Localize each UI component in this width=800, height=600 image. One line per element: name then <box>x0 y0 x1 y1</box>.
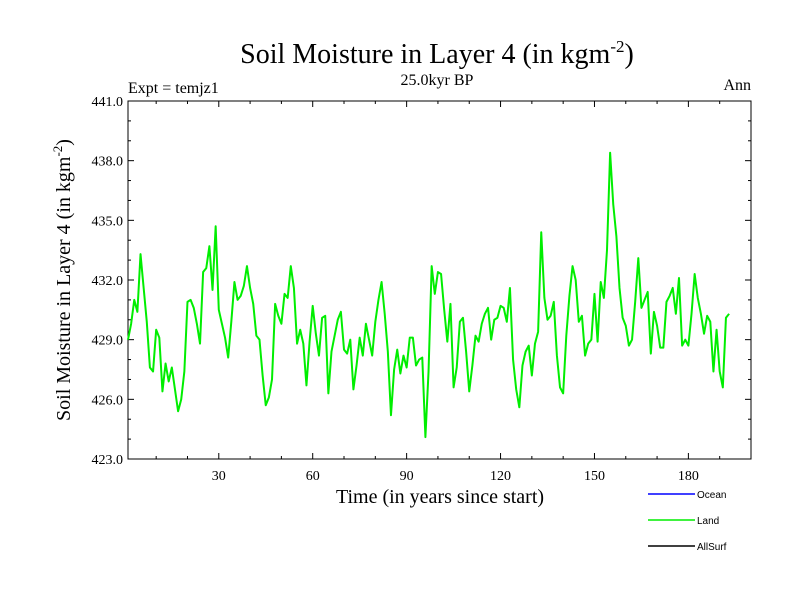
x-tick-label: 60 <box>306 469 320 484</box>
x-tick-label: 30 <box>212 469 226 484</box>
y-axis-label-superscript: -2 <box>50 146 65 157</box>
y-tick-label: 423.0 <box>92 453 124 468</box>
chart-title-superscript: -2 <box>610 37 624 56</box>
x-tick-label: 90 <box>400 469 414 484</box>
y-axis-label-main: Soil Moisture in Layer 4 (in kgm <box>53 156 75 421</box>
chart-title-main: Soil Moisture in Layer 4 (in kgm <box>240 39 610 70</box>
chart-title-close: ) <box>625 39 634 70</box>
x-axis-label: Time (in years since start) <box>336 486 544 508</box>
y-tick-label: 432.0 <box>92 274 124 289</box>
subtitle-right: Ann <box>723 77 751 94</box>
legend-label-ocean: Ocean <box>697 490 726 501</box>
x-tick-label: 180 <box>678 469 699 484</box>
x-tick-label: 150 <box>584 469 605 484</box>
series-line-land <box>127 151 730 439</box>
x-tick-label: 120 <box>490 469 511 484</box>
y-tick-label: 441.0 <box>92 95 124 110</box>
y-axis-label-close: ) <box>53 139 75 146</box>
x-axis-ticks: 30 60 90 120 150 180 <box>155 101 721 484</box>
legend: Ocean Land AllSurf <box>648 490 727 553</box>
subtitle-center: 25.0kyr BP <box>401 72 474 89</box>
subtitle-left: Expt = temjz1 <box>128 80 219 97</box>
plot-frame <box>127 100 752 460</box>
series-group <box>127 151 730 439</box>
y-axis-label: Soil Moisture in Layer 4 (in kgm-2) <box>50 139 75 421</box>
y-tick-label: 435.0 <box>92 214 124 229</box>
y-tick-label: 429.0 <box>92 334 124 349</box>
y-tick-label: 426.0 <box>92 393 124 408</box>
legend-label-land: Land <box>697 516 719 527</box>
chart-title: Soil Moisture in Layer 4 (in kgm-2) <box>240 37 634 70</box>
legend-label-allsurf: AllSurf <box>697 542 727 553</box>
y-tick-label: 438.0 <box>92 155 124 170</box>
y-axis-ticks: 423.0 426.0 429.0 432.0 435.0 438.0 441.0 <box>92 95 751 468</box>
